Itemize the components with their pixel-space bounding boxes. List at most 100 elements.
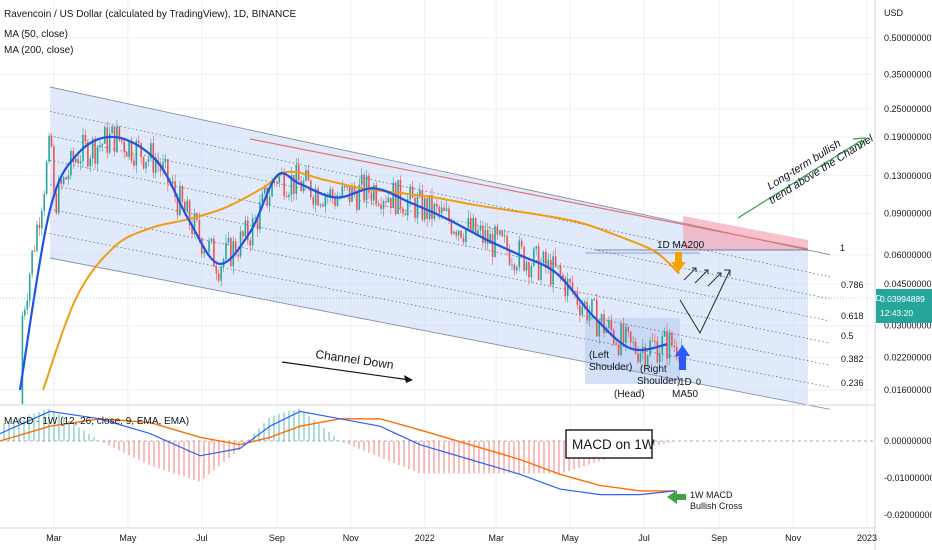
candle-body [501, 230, 504, 237]
macd-tick-label: -0.01000000 [884, 473, 932, 483]
candle-body [358, 184, 361, 210]
time-tick-label: Nov [343, 533, 360, 543]
macd-cross-label: 1W MACD Bullish Cross [690, 490, 743, 511]
candle-body [634, 341, 637, 354]
candle-body [21, 315, 24, 404]
candle-body [171, 181, 174, 184]
head-shoulders-box [585, 318, 680, 384]
candle-body [375, 185, 378, 204]
candle-body [120, 139, 123, 142]
candle-body [542, 251, 545, 263]
candle-body [48, 135, 50, 162]
candle-body [404, 213, 407, 216]
ma50-label: 1D MA50 [672, 377, 699, 400]
candle-body [617, 344, 620, 355]
candle-body [445, 208, 448, 211]
left-shoulder-label: (Left Shoulder) [589, 350, 632, 373]
trend-arrowhead [852, 137, 866, 150]
candle-body [111, 126, 113, 134]
candle-body [477, 230, 479, 235]
candle-body [443, 207, 445, 211]
candle-body [591, 299, 593, 313]
candle-body [603, 314, 605, 333]
candle-body [251, 218, 254, 246]
candle-body [506, 235, 508, 251]
candles [21, 119, 683, 405]
candle-body [620, 323, 622, 355]
candle-body [625, 326, 627, 344]
candle-body [53, 146, 55, 194]
candle-body [416, 196, 419, 218]
candle-body [629, 331, 632, 343]
candle-body [360, 174, 363, 185]
candle-body [290, 174, 293, 195]
candle-body [57, 179, 60, 214]
macd-line [0, 410, 676, 496]
price-tick-label: 0.09000000 [884, 208, 932, 218]
channel-line [49, 233, 831, 388]
candle-body [675, 347, 678, 358]
candle-body [288, 194, 290, 197]
candle-body [217, 273, 220, 281]
candle-body [368, 175, 370, 193]
candle-body [581, 306, 584, 315]
candle-body [65, 177, 67, 180]
price-tick-label: 0.13000000 [884, 171, 932, 181]
candle-body [668, 332, 671, 359]
candle-body [45, 161, 48, 194]
ma50-arrow-shaft [679, 356, 686, 370]
channel-down-arrow [281, 361, 411, 381]
candle-body [535, 246, 537, 249]
candle-body [232, 241, 235, 267]
candle-body [242, 231, 244, 237]
candle-body [523, 246, 525, 271]
candle-body [598, 322, 601, 337]
candle-body [198, 219, 201, 239]
macd-axis-ticks: 0.00000000 -0.01000000 -0.02000000 [884, 436, 932, 520]
candle-body [145, 161, 147, 169]
candle-body [142, 157, 145, 169]
candle-body [382, 201, 385, 209]
candle-body [373, 185, 375, 201]
candle-body [673, 345, 676, 348]
candle-body [234, 241, 237, 255]
candle-body [562, 274, 564, 279]
candle-body [150, 143, 152, 159]
candle-body [247, 220, 249, 241]
candle-body [300, 181, 302, 192]
candle-body [460, 230, 462, 238]
candle-body [656, 341, 659, 363]
macd-tick-label: -0.02000000 [884, 510, 932, 520]
channel-down-arrowhead [404, 375, 413, 383]
price-tick-label: 0.35000000 [884, 69, 932, 79]
ma50-arrow-icon [675, 345, 690, 356]
candle-body [474, 217, 477, 235]
channel-line [49, 257, 831, 410]
fib-level-0618: 0.618 [841, 311, 864, 321]
candle-body [341, 186, 344, 197]
candle-body [41, 210, 43, 229]
candle-body [346, 185, 348, 188]
right-shoulder-label: (Right Shoulder) [637, 364, 680, 387]
candle-body [399, 179, 402, 209]
ma200-line [42, 170, 680, 391]
candle-body [557, 265, 559, 267]
candle-body [225, 242, 227, 260]
red-resistance-line [249, 138, 809, 250]
candle-body [273, 181, 276, 183]
candle-body [193, 213, 196, 235]
candle-body [336, 198, 339, 206]
candle-body [671, 332, 673, 346]
candle-body [637, 353, 639, 362]
candle-body [525, 262, 528, 271]
price-tag-symbol: RVNUSD [846, 293, 882, 303]
candle-body [256, 217, 259, 230]
candle-body [215, 266, 218, 274]
time-tick-label: 2023 [857, 533, 877, 543]
time-tick-label: May [119, 533, 137, 543]
candle-body [566, 278, 569, 297]
candle-body [140, 142, 142, 158]
channel-line [49, 208, 831, 366]
candle-body [402, 208, 404, 214]
